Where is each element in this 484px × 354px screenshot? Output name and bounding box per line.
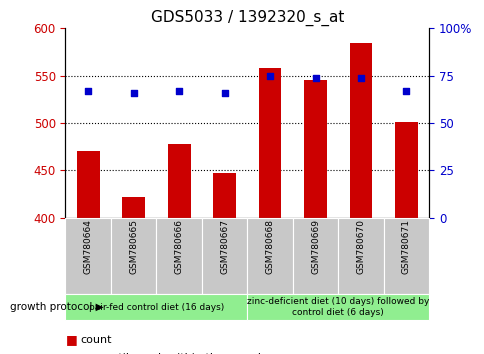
Point [402,88,409,94]
Point [130,90,137,96]
Text: GSM780665: GSM780665 [129,219,138,274]
Bar [167,144,190,218]
Text: pair-fed control diet (16 days): pair-fed control diet (16 days) [89,303,224,312]
Bar [122,197,145,218]
Text: zinc-deficient diet (10 days) followed by
control diet (6 days): zinc-deficient diet (10 days) followed b… [246,297,429,317]
Bar [394,122,417,218]
Text: GSM780669: GSM780669 [310,219,319,274]
Text: GSM780664: GSM780664 [84,219,92,274]
Point [220,90,228,96]
Text: GSM780668: GSM780668 [265,219,274,274]
Bar [76,152,99,218]
Text: count: count [80,335,111,345]
Text: GSM780670: GSM780670 [356,219,365,274]
Bar [213,173,236,218]
Point [266,73,273,79]
Text: percentile rank within the sample: percentile rank within the sample [80,353,267,354]
Point [175,88,182,94]
Point [84,88,92,94]
Text: GSM780671: GSM780671 [401,219,410,274]
Text: GSM780666: GSM780666 [174,219,183,274]
Title: GDS5033 / 1392320_s_at: GDS5033 / 1392320_s_at [151,9,343,25]
Text: ■: ■ [65,351,77,354]
Text: GSM780667: GSM780667 [220,219,228,274]
Text: ■: ■ [65,333,77,346]
Point [311,75,319,80]
Bar [303,80,326,218]
Text: growth protocol ▶: growth protocol ▶ [10,302,103,312]
Bar [349,42,372,218]
Point [356,75,364,80]
Bar [258,68,281,218]
